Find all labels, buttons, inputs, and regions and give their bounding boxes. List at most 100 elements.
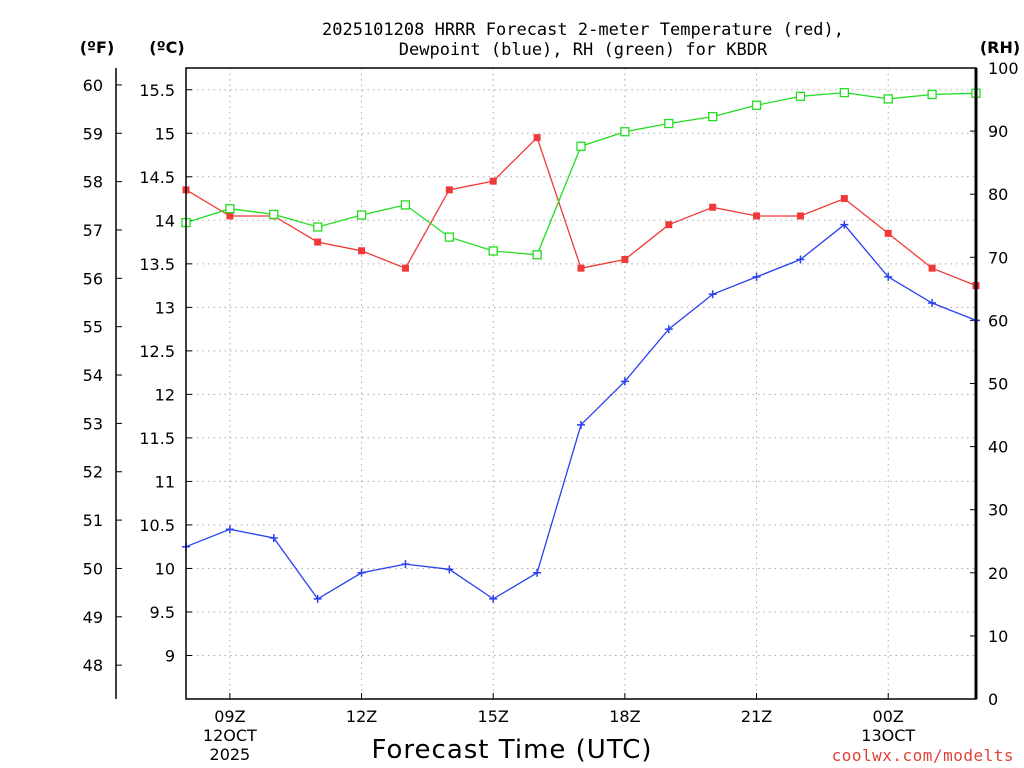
celsius-tick-label: 12	[155, 385, 175, 404]
celsius-tick-label: 11	[155, 472, 175, 491]
dewpoint-point	[664, 325, 673, 334]
temperature-point	[445, 186, 453, 194]
rh-tick-label: 100	[988, 59, 1019, 78]
rh-tick-label: 40	[988, 438, 1008, 457]
temperature-point	[709, 203, 717, 211]
series-dewpoint	[182, 220, 980, 603]
plot-frame	[185, 67, 977, 700]
temperature-point	[753, 212, 761, 220]
celsius-tick-label: 14.5	[139, 168, 175, 187]
dewpoint-point	[752, 272, 761, 281]
celsius-tick-label: 9.5	[150, 603, 175, 622]
fahrenheit-tick-label: 58	[83, 173, 103, 192]
dewpoint-point	[357, 568, 366, 577]
rh-point	[576, 141, 586, 151]
temperature-point	[928, 264, 936, 272]
celsius-axis-ticks: 9 9.5 10 10.5 11 11.5 12 12.5 13 13.5 14 14.5 15 15.5	[139, 81, 192, 665]
fahrenheit-tick-label: 57	[83, 221, 103, 240]
temperature-point	[884, 229, 892, 237]
x-axis-title: Forecast Time (UTC)	[371, 735, 652, 765]
fahrenheit-tick-label: 60	[83, 76, 103, 95]
rh-point	[488, 246, 498, 256]
series-rh	[181, 87, 981, 260]
dewpoint-point	[533, 568, 542, 577]
celsius-tick-label: 10	[155, 559, 175, 578]
temperature-point	[665, 221, 673, 229]
fahrenheit-tick-label: 50	[83, 559, 103, 578]
fahrenheit-tick-label: 53	[83, 414, 103, 433]
fahrenheit-tick-label: 48	[83, 656, 103, 675]
celsius-tick-label: 14	[155, 211, 175, 230]
fahrenheit-axis-ticks: 48 49 50 51 52 53 54 55 56 57 58 59 60	[83, 76, 122, 675]
celsius-tick-label: 10.5	[139, 516, 175, 535]
temperature-point	[314, 238, 322, 246]
dewpoint-point	[796, 255, 805, 264]
fahrenheit-tick-label: 49	[83, 608, 103, 627]
rh-point	[620, 127, 630, 137]
dewpoint-point	[884, 272, 893, 281]
dewpoint-point	[225, 525, 234, 534]
rh-point	[664, 118, 674, 129]
time-tick-label: 18Z	[609, 707, 640, 726]
temperature-point	[621, 255, 629, 263]
rh-point	[313, 222, 323, 232]
rh-point	[883, 94, 893, 104]
celsius-tick-label: 15	[155, 124, 175, 143]
rh-tick-label: 0	[988, 690, 998, 709]
dewpoint-point	[313, 594, 322, 603]
dewpoint-line	[185, 223, 977, 600]
fahrenheit-unit-label: (ºF)	[80, 38, 115, 57]
dewpoint-point	[708, 290, 717, 299]
rh-point	[795, 91, 806, 102]
rh-tick-label: 80	[988, 185, 1008, 204]
rh-tick-label: 60	[988, 311, 1008, 330]
dewpoint-point	[620, 377, 629, 386]
gridlines	[186, 68, 976, 699]
dewpoint-point	[269, 533, 278, 542]
temperature-point	[840, 195, 848, 203]
celsius-tick-label: 15.5	[139, 81, 175, 100]
temperature-point	[401, 264, 409, 272]
fahrenheit-tick-label: 55	[83, 318, 103, 337]
rh-point	[225, 204, 235, 214]
fahrenheit-tick-label: 59	[83, 124, 103, 143]
celsius-tick-label: 9	[165, 646, 175, 665]
rh-unit-label: (RH)	[980, 38, 1020, 57]
dewpoint-point	[489, 594, 498, 603]
rh-point	[400, 200, 411, 210]
time-tick-label: 09Z	[214, 707, 245, 726]
celsius-unit-label: (ºC)	[149, 38, 184, 57]
rh-point	[708, 111, 718, 122]
rh-axis-ticks: 0 10 20 30 40 50 60 70 80 90 100	[970, 59, 1019, 709]
fahrenheit-tick-label: 51	[83, 511, 103, 530]
rh-tick-label: 90	[988, 122, 1008, 141]
rh-tick-label: 30	[988, 501, 1008, 520]
dewpoint-point	[928, 298, 937, 307]
temperature-point	[489, 177, 497, 185]
fahrenheit-tick-label: 52	[83, 463, 103, 482]
temperature-point	[796, 212, 804, 220]
rh-point	[751, 100, 762, 110]
data-series	[181, 87, 981, 603]
rh-point	[927, 89, 937, 100]
time-tick-label: 00Z	[873, 707, 904, 726]
rh-point	[269, 209, 279, 220]
celsius-tick-label: 12.5	[139, 342, 175, 361]
rh-point	[532, 250, 542, 260]
rh-tick-label: 70	[988, 248, 1008, 267]
fahrenheit-tick-label: 56	[83, 269, 103, 288]
time-tick-label: 15Z	[478, 707, 509, 726]
time-tick-year: 2025	[210, 745, 251, 764]
time-tick-label: 21Z	[741, 707, 772, 726]
dewpoint-point	[840, 220, 849, 229]
celsius-tick-label: 13	[155, 298, 175, 317]
dewpoint-point	[445, 565, 454, 574]
dewpoint-point	[401, 560, 410, 569]
temperature-point	[226, 212, 234, 220]
temperature-point	[533, 134, 541, 142]
time-tick-date: 13OCT	[861, 726, 915, 745]
rh-tick-label: 50	[988, 375, 1008, 394]
temperature-point	[577, 264, 585, 272]
